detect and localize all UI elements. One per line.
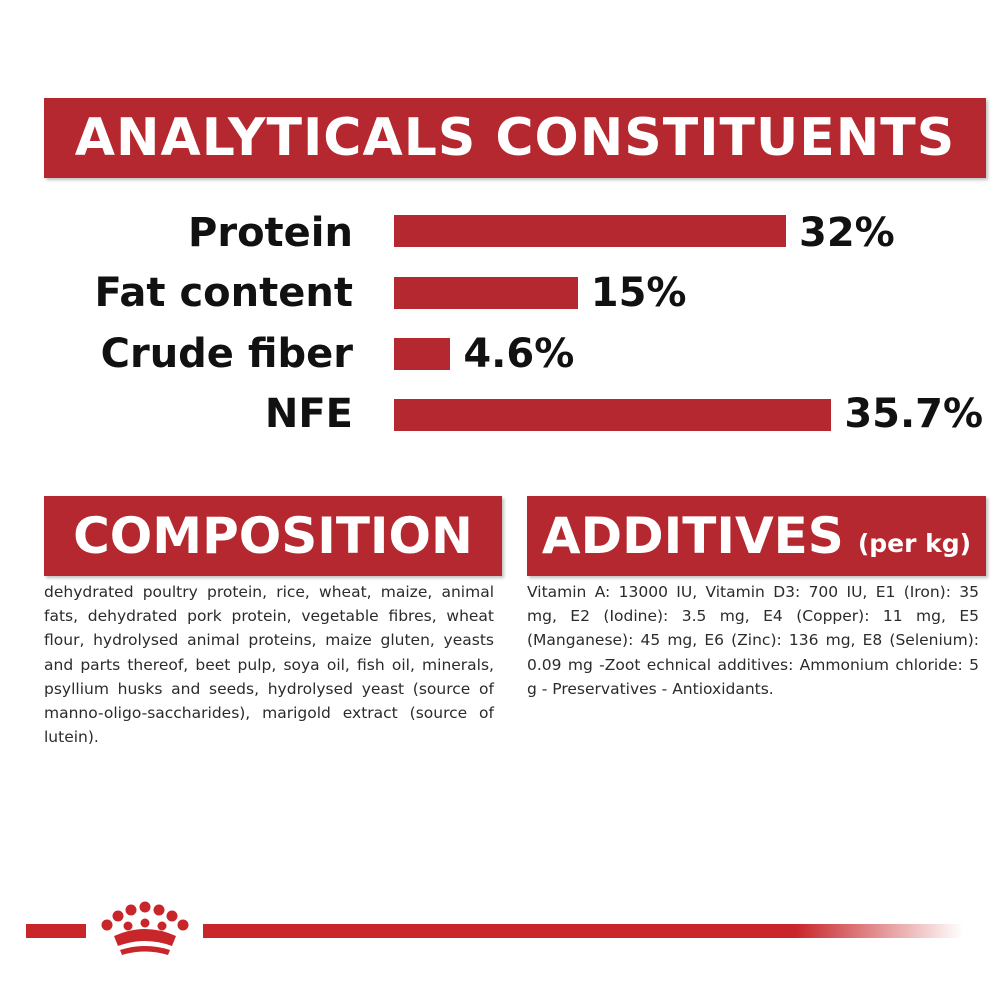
composition-banner: COMPOSITION xyxy=(44,496,502,576)
composition-text: dehydrated poultry protein, rice, wheat,… xyxy=(44,583,494,747)
additives-title-suffix: (per kg) xyxy=(857,528,972,558)
composition-title: COMPOSITION xyxy=(73,507,473,565)
royal-crown-icon xyxy=(101,901,189,955)
row-value-nfe: 35.7% xyxy=(844,391,984,437)
bar-fat xyxy=(394,277,578,309)
row-label-fiber: Crude fiber xyxy=(100,331,353,377)
footer-line-right xyxy=(203,924,963,938)
bar-fiber xyxy=(394,338,451,370)
row-value-protein: 32% xyxy=(799,210,895,256)
row-label-fat: Fat content xyxy=(94,270,353,316)
additives-banner: ADDITIVES (per kg) xyxy=(527,496,986,576)
row-label-nfe: NFE xyxy=(264,391,353,437)
additives-text: Vitamin A: 13000 IU, Vitamin D3: 700 IU,… xyxy=(527,583,979,698)
additives-title: ADDITIVES xyxy=(541,507,844,565)
row-label-protein: Protein xyxy=(188,210,353,256)
footer-line-left xyxy=(26,924,86,938)
bar-nfe xyxy=(394,399,832,431)
row-value-fiber: 4.6% xyxy=(463,331,575,377)
analyticals-banner: ANALYTICALS CONSTITUENTS xyxy=(44,98,986,178)
bar-protein xyxy=(394,215,786,247)
row-value-fat: 15% xyxy=(590,270,687,316)
analyticals-title: ANALYTICALS CONSTITUENTS xyxy=(74,108,956,168)
